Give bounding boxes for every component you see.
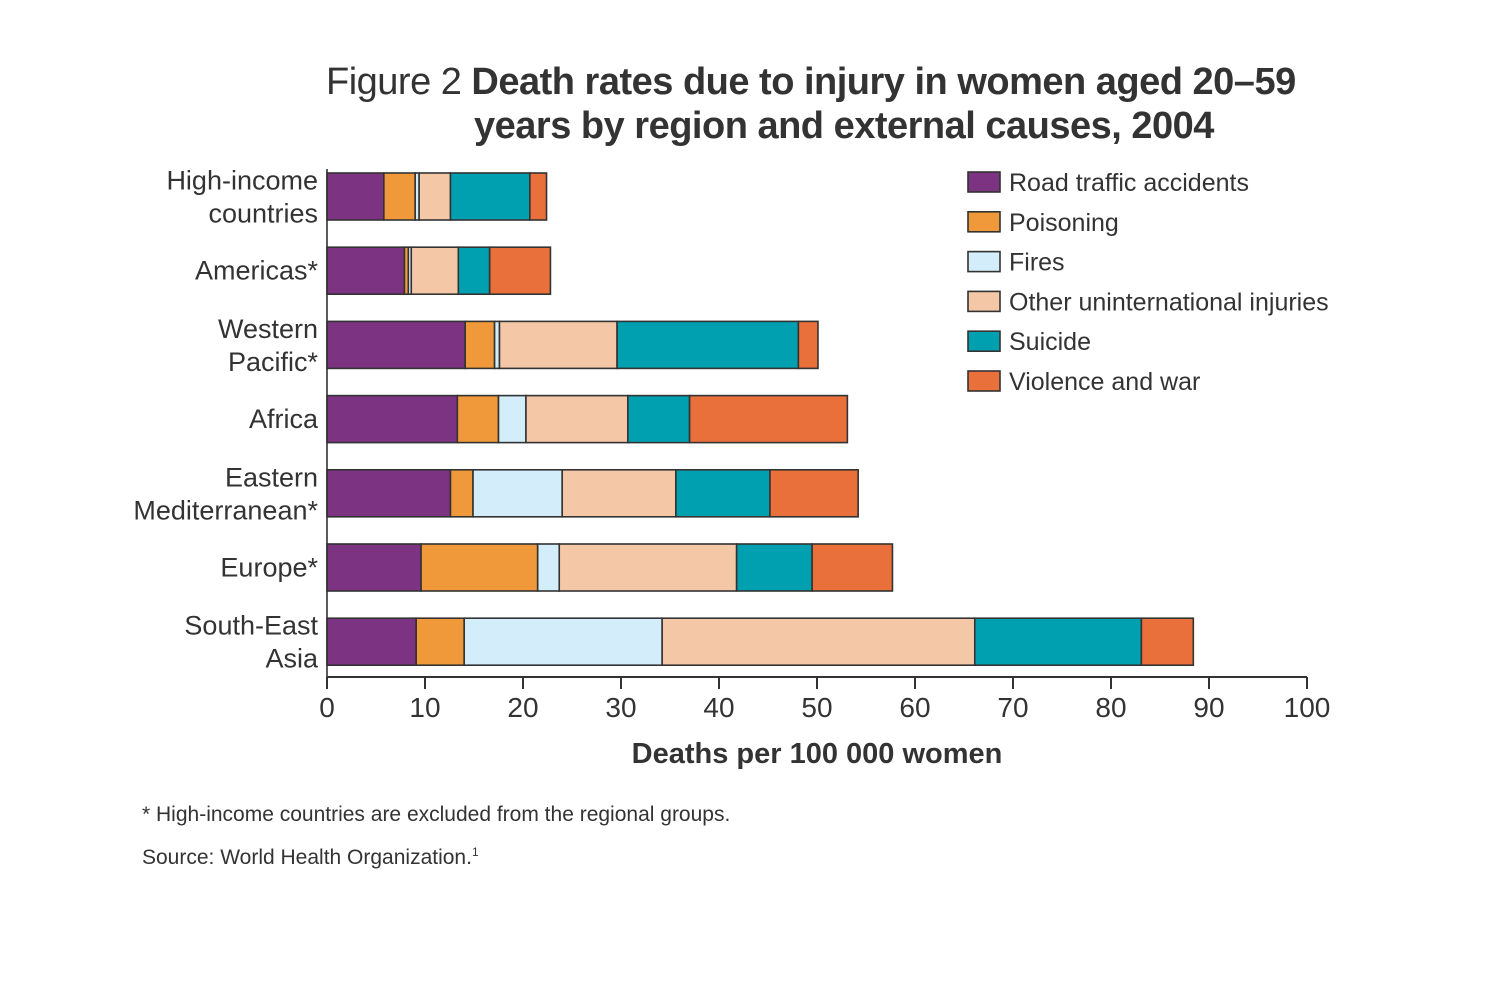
bar-segment	[561, 468, 677, 518]
bar-segment	[529, 172, 548, 221]
bar-segment	[973, 617, 1143, 667]
x-tick-label: 70	[997, 692, 1028, 723]
category-label: Europe*	[220, 553, 318, 583]
x-axis: 0 10 20 30 40 50 60 70 80 90 100	[319, 169, 1330, 723]
bar-segment	[326, 320, 466, 370]
bar-segment	[661, 617, 976, 667]
category-label: countries	[208, 199, 318, 229]
bar-segment	[472, 468, 563, 518]
x-tick-label: 80	[1095, 692, 1126, 723]
legend-swatch	[967, 290, 1001, 313]
title-line-1: Death rates due to injury in women aged …	[471, 61, 1296, 103]
bar-segment	[457, 246, 491, 295]
legend-swatch	[967, 171, 1001, 193]
figure-label: Figure 2	[326, 61, 462, 103]
legend-swatch	[967, 370, 1001, 392]
category-label: High-income	[166, 166, 318, 196]
x-tick-label: 90	[1193, 692, 1224, 723]
x-tick-label: 10	[409, 692, 440, 723]
bar-segment	[456, 394, 500, 444]
category-label: Asia	[265, 644, 319, 674]
bar-segment	[463, 617, 663, 667]
category-label: Americas*	[195, 256, 319, 286]
legend-label: Violence and war	[1009, 368, 1200, 396]
bar-segment	[326, 394, 459, 444]
bar-segment	[688, 394, 849, 444]
legend-swatch	[967, 330, 1001, 353]
footnote: * High-income countries are excluded fro…	[142, 803, 731, 826]
bar-segment	[326, 468, 452, 518]
x-tick-label: 60	[899, 692, 930, 723]
x-axis-title: Deaths per 100 000 women	[631, 738, 1003, 770]
bar-segment	[797, 320, 819, 370]
bar-segment	[498, 320, 618, 370]
x-tick-label: 0	[319, 692, 335, 723]
bar-segment	[675, 468, 771, 518]
legend-label: Other uninternational injuries	[1009, 288, 1329, 316]
bar-segment	[464, 320, 496, 370]
bar-segment	[326, 246, 406, 295]
source-text: Source: World Health Organization.	[142, 846, 472, 869]
bar-segment	[1140, 617, 1195, 667]
x-tick-label: 30	[605, 692, 636, 723]
source-note: Source: World Health Organization.1	[142, 845, 479, 870]
bar-segment	[558, 543, 738, 592]
legend-label: Suicide	[1009, 328, 1091, 356]
bar-segment	[616, 320, 800, 370]
legend-swatch	[967, 250, 1001, 273]
legend: Road traffic accidents Poisoning Fires Othe…	[967, 169, 1329, 396]
bar-segment	[420, 543, 539, 592]
bar-segment	[326, 172, 385, 221]
category-label: Mediterranean*	[133, 495, 318, 525]
bar-segment	[410, 246, 460, 295]
bar-segment	[415, 617, 465, 667]
bar-segment	[735, 543, 813, 592]
title-line-2: years by region and external causes, 200…	[474, 105, 1214, 147]
bar-segment	[418, 172, 452, 221]
legend-label: Poisoning	[1009, 209, 1119, 237]
category-label: South-East	[184, 611, 318, 641]
bar-segment	[811, 543, 894, 592]
bar-segment	[449, 172, 531, 221]
category-label: Eastern	[225, 462, 318, 492]
source-superscript: 1	[471, 845, 479, 859]
bar-segment	[383, 172, 416, 221]
x-tick-label: 100	[1284, 692, 1331, 723]
legend-label: Fires	[1009, 249, 1065, 277]
bars-group	[326, 172, 1195, 667]
legend-swatch	[967, 211, 1001, 233]
bar-segment	[488, 246, 552, 295]
bar-segment	[627, 394, 691, 444]
bar-segment	[525, 394, 629, 444]
bar-segment	[449, 468, 474, 518]
bar-segment	[536, 543, 561, 592]
category-label: Pacific*	[228, 347, 319, 377]
category-label: Africa	[249, 404, 319, 434]
bar-segment	[769, 468, 859, 518]
category-label: Western	[218, 314, 318, 344]
x-tick-label: 50	[801, 692, 832, 723]
bar-segment	[326, 617, 417, 667]
x-tick-label: 40	[703, 692, 734, 723]
figure-title: Figure 2 Death rates due to injury in wom…	[326, 60, 1326, 148]
legend-label: Road traffic accidents	[1009, 169, 1249, 197]
bar-segment	[497, 394, 527, 444]
bar-segment	[326, 543, 422, 592]
x-tick-label: 20	[507, 692, 538, 723]
